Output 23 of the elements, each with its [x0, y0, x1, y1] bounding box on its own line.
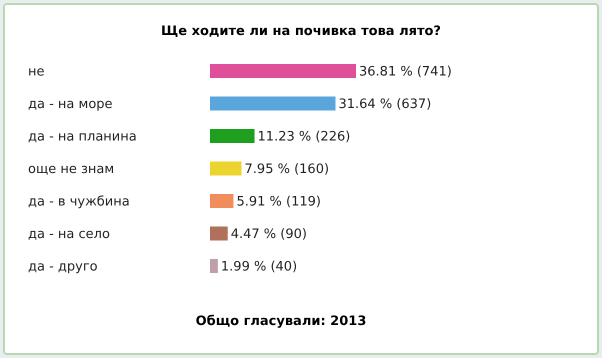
- data-label: 4.47 % (90): [230, 227, 307, 242]
- bar: [210, 194, 234, 208]
- y-tick-label: да - на село: [28, 227, 110, 242]
- bar: [210, 259, 218, 273]
- data-label: 11.23 % (226): [258, 130, 350, 144]
- y-tick-label: не: [28, 64, 44, 80]
- data-label: 1.99 % (40): [220, 260, 298, 274]
- data-label: 7.95 % (160): [244, 162, 330, 177]
- chart-title: Ще ходите ли на почивка това лято?: [161, 24, 441, 39]
- y-tick-label: да - в чужбина: [28, 194, 130, 210]
- y-tick-label: още не знам: [28, 162, 114, 177]
- data-label: 36.81 % (741): [359, 64, 452, 80]
- bar: [210, 226, 228, 240]
- text: Общо гласували: 2013: [196, 314, 366, 329]
- bar: [210, 64, 356, 78]
- y-tick-label: да - друго: [28, 260, 98, 274]
- bar: [210, 162, 242, 176]
- y-tick-label: да - на море: [28, 97, 113, 112]
- data-label: 5.91 % (119): [236, 194, 321, 210]
- data-label: 31.64 % (637): [338, 97, 432, 112]
- bar: [210, 96, 336, 110]
- bar: [210, 129, 255, 143]
- y-tick-label: да - на планина: [28, 130, 137, 144]
